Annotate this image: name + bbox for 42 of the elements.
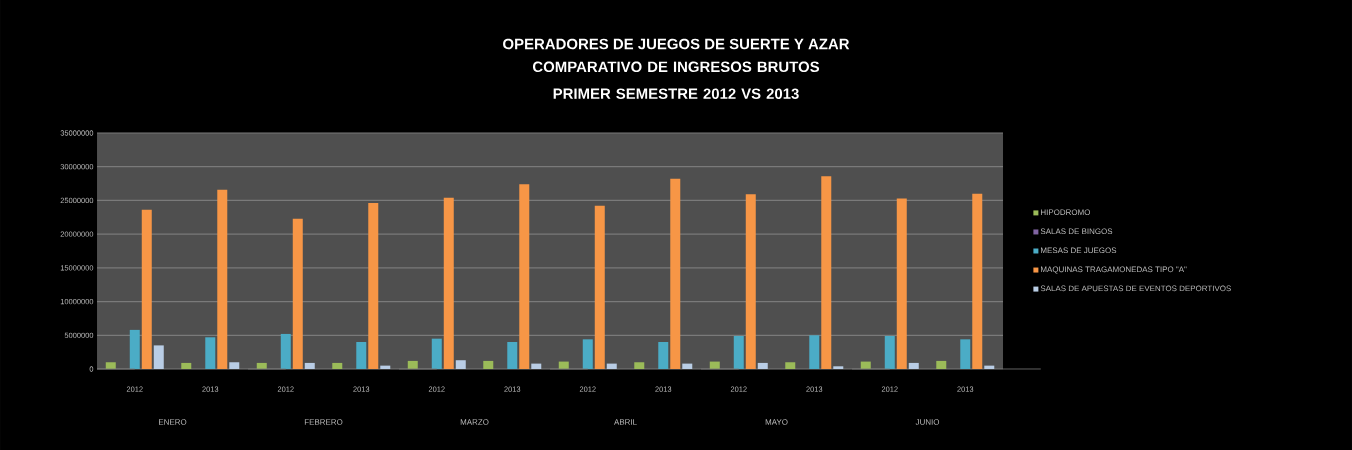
- bar: [507, 342, 518, 369]
- bar: [757, 362, 768, 369]
- bar: [821, 176, 832, 369]
- bar: [205, 337, 216, 369]
- bar: [833, 366, 844, 369]
- bar: [304, 362, 315, 369]
- bar: [785, 362, 796, 369]
- bar: [153, 345, 164, 369]
- bar: [455, 360, 466, 369]
- bar: [884, 335, 895, 369]
- bar: [431, 338, 442, 369]
- bar: [181, 362, 192, 369]
- bar: [896, 198, 907, 369]
- bar: [483, 360, 494, 369]
- bar: [670, 178, 681, 369]
- bar: [960, 339, 971, 369]
- bar: [658, 342, 669, 369]
- bar: [745, 194, 756, 369]
- bar: [332, 362, 343, 369]
- bar: [972, 193, 983, 369]
- bar: [634, 362, 645, 369]
- bar: [682, 363, 693, 369]
- bar: [594, 205, 605, 369]
- bar: [368, 203, 379, 369]
- bar: [141, 209, 152, 369]
- bar: [229, 362, 240, 369]
- bar: [217, 189, 228, 369]
- bar: [908, 362, 919, 369]
- bar: [129, 329, 140, 369]
- bar: [936, 360, 947, 369]
- bar: [519, 184, 530, 369]
- chart-subtitle: COMPARATIVO DE INGRESOS BRUTOS PRIMER SEMESTRE 2012 VS 2013: [532, 61, 820, 100]
- bar: [531, 363, 542, 369]
- bar: [809, 335, 820, 369]
- chart-title: OPERADORES DE JUEGOS DE SUERTE Y AZAR: [503, 38, 850, 50]
- bar: [292, 218, 303, 369]
- bar: [606, 363, 617, 369]
- bar: [733, 335, 744, 369]
- bar: [443, 197, 454, 369]
- bar: [356, 342, 367, 369]
- bar: [582, 339, 593, 369]
- bar: [280, 333, 291, 369]
